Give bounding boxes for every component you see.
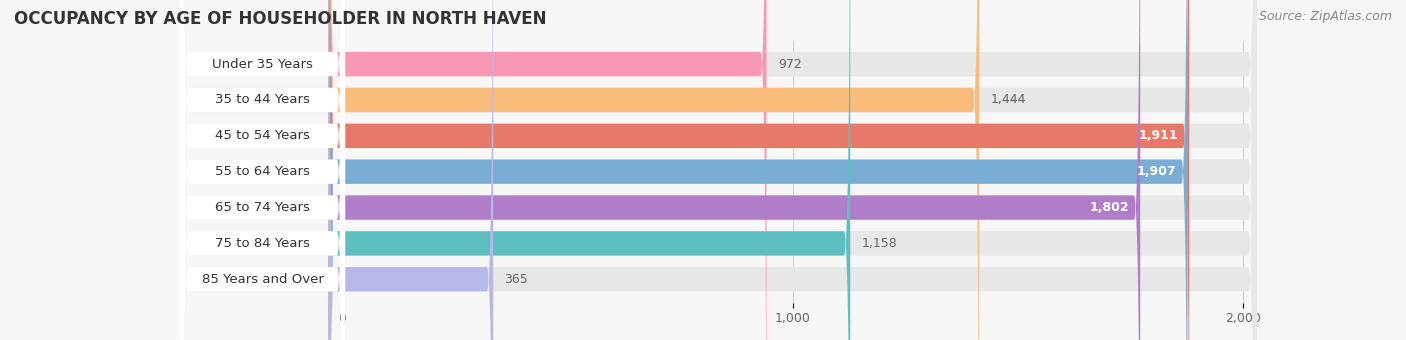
FancyBboxPatch shape: [180, 0, 1257, 340]
Text: 1,907: 1,907: [1136, 165, 1177, 178]
FancyBboxPatch shape: [329, 0, 494, 340]
Text: 45 to 54 Years: 45 to 54 Years: [215, 129, 311, 142]
FancyBboxPatch shape: [180, 0, 1257, 340]
FancyBboxPatch shape: [329, 0, 851, 340]
Text: 1,444: 1,444: [990, 94, 1026, 106]
FancyBboxPatch shape: [329, 0, 1189, 340]
FancyBboxPatch shape: [180, 0, 344, 340]
FancyBboxPatch shape: [329, 0, 1188, 340]
FancyBboxPatch shape: [180, 0, 344, 340]
Text: 85 Years and Over: 85 Years and Over: [201, 273, 323, 286]
Text: 35 to 44 Years: 35 to 44 Years: [215, 94, 311, 106]
FancyBboxPatch shape: [329, 0, 979, 340]
FancyBboxPatch shape: [329, 0, 766, 340]
Text: 1,802: 1,802: [1090, 201, 1129, 214]
Text: OCCUPANCY BY AGE OF HOUSEHOLDER IN NORTH HAVEN: OCCUPANCY BY AGE OF HOUSEHOLDER IN NORTH…: [14, 10, 547, 28]
Text: 55 to 64 Years: 55 to 64 Years: [215, 165, 311, 178]
Text: 75 to 84 Years: 75 to 84 Years: [215, 237, 311, 250]
Text: 1,158: 1,158: [862, 237, 897, 250]
FancyBboxPatch shape: [180, 0, 344, 340]
FancyBboxPatch shape: [180, 0, 344, 340]
FancyBboxPatch shape: [180, 0, 344, 340]
FancyBboxPatch shape: [180, 0, 344, 340]
FancyBboxPatch shape: [180, 0, 344, 340]
Text: 365: 365: [505, 273, 529, 286]
Text: 65 to 74 Years: 65 to 74 Years: [215, 201, 311, 214]
Text: 972: 972: [778, 57, 801, 71]
FancyBboxPatch shape: [329, 0, 1140, 340]
FancyBboxPatch shape: [180, 0, 1257, 340]
FancyBboxPatch shape: [180, 0, 1257, 340]
Text: Under 35 Years: Under 35 Years: [212, 57, 314, 71]
FancyBboxPatch shape: [180, 0, 1257, 340]
Text: Source: ZipAtlas.com: Source: ZipAtlas.com: [1258, 10, 1392, 23]
Text: 1,911: 1,911: [1139, 129, 1178, 142]
FancyBboxPatch shape: [180, 0, 1257, 340]
FancyBboxPatch shape: [180, 0, 1257, 340]
